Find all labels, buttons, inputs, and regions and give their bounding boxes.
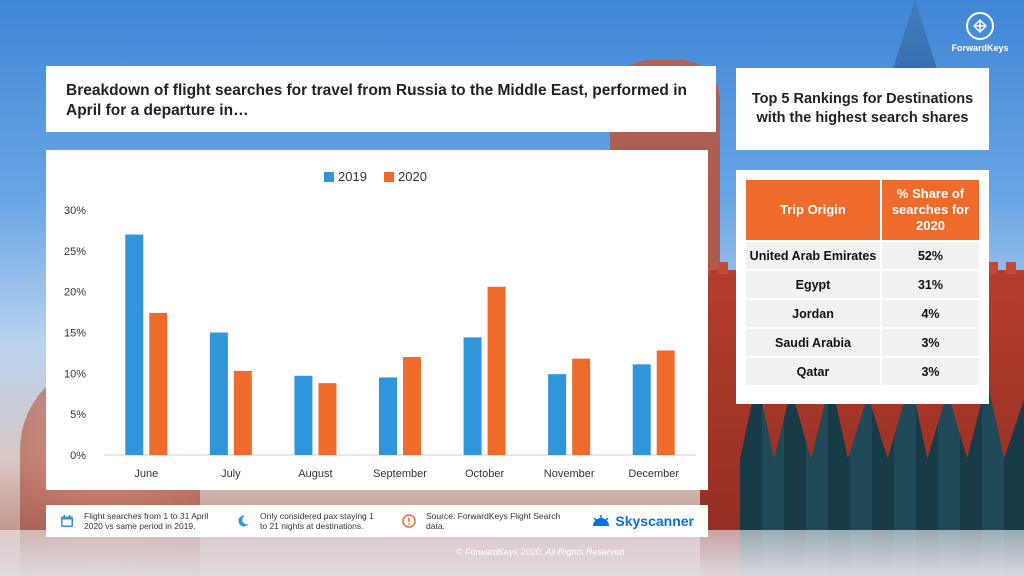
footer-note2: Only considered pax staying 1 to 21 nigh… — [260, 511, 374, 531]
row-origin: Egypt — [746, 271, 882, 298]
bar-2020-july — [233, 370, 252, 455]
bar-chart: 0% 5% 10% 15% 20% 25% 30% June July August Septemb… — [64, 169, 696, 480]
rankings-title: Top 5 Rankings for Destinations with the… — [751, 91, 974, 126]
bar-2019-december — [632, 364, 651, 455]
bar-2020-september — [403, 357, 421, 455]
title-panel: Breakdown of flight searches for travel … — [46, 66, 716, 132]
bar-2019-october — [463, 337, 482, 455]
y-tick-label: 0% — [70, 450, 86, 462]
footer-note3: Source: ForwardKeys Flight Search data. — [426, 511, 561, 531]
y-tick-label: 30% — [64, 205, 86, 217]
header-trip-origin: Trip Origin — [746, 180, 882, 240]
footer-note1: Flight searches from 1 to 31 April 2020 … — [84, 511, 209, 531]
copyright-text: © ForwardKeys 2020. All Rights Reserved — [456, 547, 625, 557]
rankings-title-panel: Top 5 Rankings for Destinations with the… — [736, 68, 989, 150]
footer-note-source: Source: ForwardKeys Flight Search data. — [402, 511, 568, 531]
skyscanner-logo-text: Skyscanner — [615, 513, 694, 529]
row-origin: Saudi Arabia — [746, 329, 882, 356]
background-snow — [0, 530, 1024, 576]
rankings-header-row: Trip Origin % Share of searches for 2020 — [746, 180, 979, 240]
row-share: 31% — [882, 271, 979, 298]
bar-2020-november — [572, 358, 591, 455]
calendar-icon — [61, 515, 73, 527]
x-tick-label: October — [465, 468, 504, 480]
row-share: 4% — [882, 300, 979, 327]
info-icon — [402, 514, 416, 528]
sun-icon — [593, 515, 610, 526]
page-title: Breakdown of flight searches for travel … — [66, 82, 687, 119]
bar-2020-june — [149, 312, 168, 455]
row-origin: Qatar — [746, 358, 882, 385]
y-tick-label: 10% — [64, 368, 86, 380]
x-tick-label: August — [298, 468, 332, 480]
y-tick-label: 25% — [64, 246, 86, 258]
bar-2019-august — [294, 375, 313, 455]
header-share: % Share of searches for 2020 — [882, 180, 979, 240]
x-tick-label: November — [544, 468, 595, 480]
x-tick-label: June — [134, 468, 158, 480]
bar-2019-july — [209, 332, 228, 455]
rankings-table-panel: Trip Origin % Share of searches for 2020… — [736, 170, 989, 404]
bar-2019-november — [548, 374, 567, 455]
table-row: Egypt 31% — [746, 271, 979, 298]
row-share: 3% — [882, 329, 979, 356]
footer-note-dates: Flight searches from 1 to 31 April 2020 … — [60, 511, 214, 531]
x-tick-label: September — [373, 468, 427, 480]
bar-2020-december — [656, 350, 675, 455]
legend-label-2020: 2020 — [398, 169, 427, 184]
bar-2019-september — [379, 377, 397, 455]
forwardkeys-logo-text: ForwardKeys — [951, 43, 1009, 53]
y-tick-label: 15% — [64, 328, 86, 340]
legend-swatch-2020 — [384, 172, 394, 182]
rankings-table: Trip Origin % Share of searches for 2020… — [746, 178, 979, 387]
chart-panel: 0% 5% 10% 15% 20% 25% 30% June July August Septemb… — [46, 150, 708, 490]
table-row: Jordan 4% — [746, 300, 979, 327]
x-tick-label: December — [628, 468, 679, 480]
table-row: Qatar 3% — [746, 358, 979, 385]
legend-swatch-2019 — [324, 172, 334, 182]
table-row: United Arab Emirates 52% — [746, 242, 979, 269]
forwardkeys-logo: ForwardKeys — [950, 12, 1010, 53]
row-origin: Jordan — [746, 300, 882, 327]
forwardkeys-logo-icon — [966, 12, 994, 40]
skyscanner-logo: Skyscanner — [590, 513, 694, 529]
bar-2019-june — [125, 234, 144, 455]
y-tick-label: 5% — [70, 409, 86, 421]
footer-panel: Flight searches from 1 to 31 April 2020 … — [46, 505, 708, 537]
legend-label-2019: 2019 — [338, 169, 367, 184]
moon-icon — [238, 515, 249, 527]
y-tick-label: 20% — [64, 287, 86, 299]
footer-note-nights: Only considered pax staying 1 to 21 nigh… — [236, 511, 380, 531]
x-tick-label: July — [221, 468, 241, 480]
bar-2020-october — [487, 286, 506, 455]
row-origin: United Arab Emirates — [746, 242, 882, 269]
row-share: 52% — [882, 242, 979, 269]
bar-2020-august — [318, 383, 337, 455]
table-row: Saudi Arabia 3% — [746, 329, 979, 356]
row-share: 3% — [882, 358, 979, 385]
